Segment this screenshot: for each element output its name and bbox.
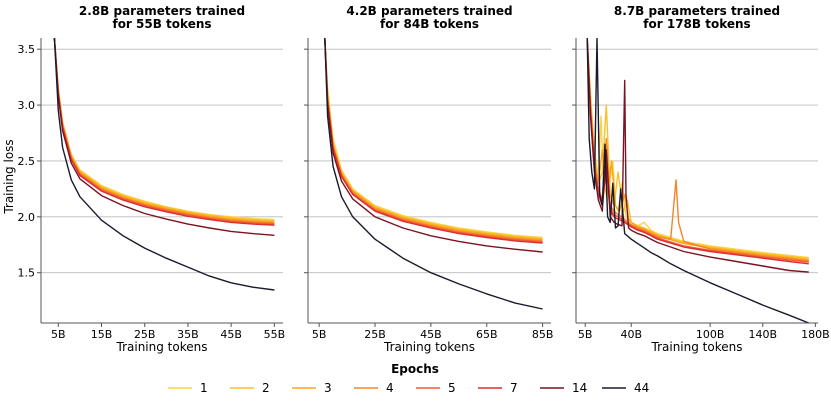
y-tick-label: 2.5 [18, 155, 36, 168]
x-tick-label: 45B [220, 328, 242, 341]
panel-title: 4.2B parameters trained for 84B tokens [346, 4, 512, 31]
panel-title-line: for 84B tokens [380, 17, 479, 31]
legend-item-44: 44 [602, 381, 649, 395]
series-line-5 [586, 38, 809, 263]
panel-2: 5B 25B 45B 65B 85B Training tokens 4.2B parame… [304, 4, 553, 354]
y-tick-label: 1.5 [18, 267, 36, 280]
series-line-3 [53, 38, 275, 223]
legend-label: 14 [572, 381, 587, 395]
series-line-14 [586, 38, 809, 273]
legend-item-14: 14 [540, 381, 587, 395]
x-axis-label: Training tokens [383, 340, 475, 354]
series-line-3 [586, 38, 809, 261]
panel-title: 2.8B parameters trained for 55B tokens [79, 4, 245, 31]
x-tick-label: 15B [91, 328, 113, 341]
x-axis-label: Training tokens [651, 340, 743, 354]
x-tick-label: 45B [420, 328, 442, 341]
legend-item-2: 2 [230, 381, 270, 395]
x-tick-label: 40B [620, 328, 642, 341]
legend-title: Epochs [391, 362, 439, 376]
x-axis-label: Training tokens [116, 340, 208, 354]
series-line-2 [324, 38, 543, 240]
series-line-7 [586, 38, 809, 265]
x-tick-label: 85B [532, 328, 554, 341]
series-line-44 [586, 38, 810, 323]
x-tick-label: 180B [801, 328, 830, 341]
y-axis-label: Training loss [2, 139, 16, 214]
y-tick-label: 2.0 [18, 211, 36, 224]
legend-label: 1 [200, 381, 208, 395]
series-line-1 [586, 38, 809, 259]
x-tick-label: 5B [578, 328, 593, 341]
series-line-1 [324, 38, 543, 239]
panel-title-line: for 178B tokens [643, 17, 750, 31]
series-line-4 [586, 38, 809, 262]
x-tick-label: 5B [312, 328, 327, 341]
series-line-5 [53, 38, 275, 225]
y-tick-label: 3.0 [18, 99, 36, 112]
series-line-7 [53, 38, 275, 226]
series-line-2 [53, 38, 275, 222]
y-tick-label: 3.5 [18, 43, 36, 56]
series-line-14 [53, 38, 275, 236]
series-line-5 [324, 38, 543, 243]
panel-title: 8.7B parameters trained for 178B tokens [614, 4, 780, 31]
legend-item-3: 3 [292, 381, 332, 395]
legend-item-7: 7 [478, 381, 518, 395]
panel-title-line: 8.7B parameters trained [614, 4, 780, 18]
panel-1: 1.5 2.0 2.5 3.0 3.5 5B 15B 25B 35B 45B 55B Training… [2, 4, 285, 354]
series-line-2 [586, 38, 809, 260]
x-tick-label: 55B [264, 328, 286, 341]
series-line-7 [324, 38, 543, 244]
panel-title-line: for 55B tokens [112, 17, 211, 31]
x-tick-label: 5B [51, 328, 66, 341]
series-line-44 [324, 38, 543, 310]
legend: Epochs 1 2 3 4 5 7 14 44 [168, 362, 649, 395]
x-tick-label: 140B [748, 328, 777, 341]
x-tick-label: 25B [134, 328, 156, 341]
series-line-14 [324, 38, 543, 253]
series-line-44 [53, 38, 275, 291]
legend-label: 3 [324, 381, 332, 395]
legend-item-1: 1 [168, 381, 208, 395]
panel-title-line: 4.2B parameters trained [346, 4, 512, 18]
legend-label: 7 [510, 381, 518, 395]
series-line-4 [53, 38, 275, 224]
x-tick-label: 35B [177, 328, 199, 341]
panel-3: 5B 40B 100B 140B 180B Training tokens 8.7B par… [572, 4, 830, 354]
legend-label: 44 [634, 381, 649, 395]
panel-title-line: 2.8B parameters trained [79, 4, 245, 18]
series-line-4 [324, 38, 543, 242]
legend-label: 5 [448, 381, 456, 395]
series-line-3 [324, 38, 543, 241]
series-line-1 [53, 38, 275, 221]
legend-label: 4 [386, 381, 394, 395]
x-tick-label: 65B [476, 328, 498, 341]
x-tick-label: 25B [364, 328, 386, 341]
legend-item-5: 5 [416, 381, 456, 395]
legend-item-4: 4 [354, 381, 394, 395]
legend-label: 2 [262, 381, 270, 395]
x-tick-label: 100B [696, 328, 725, 341]
